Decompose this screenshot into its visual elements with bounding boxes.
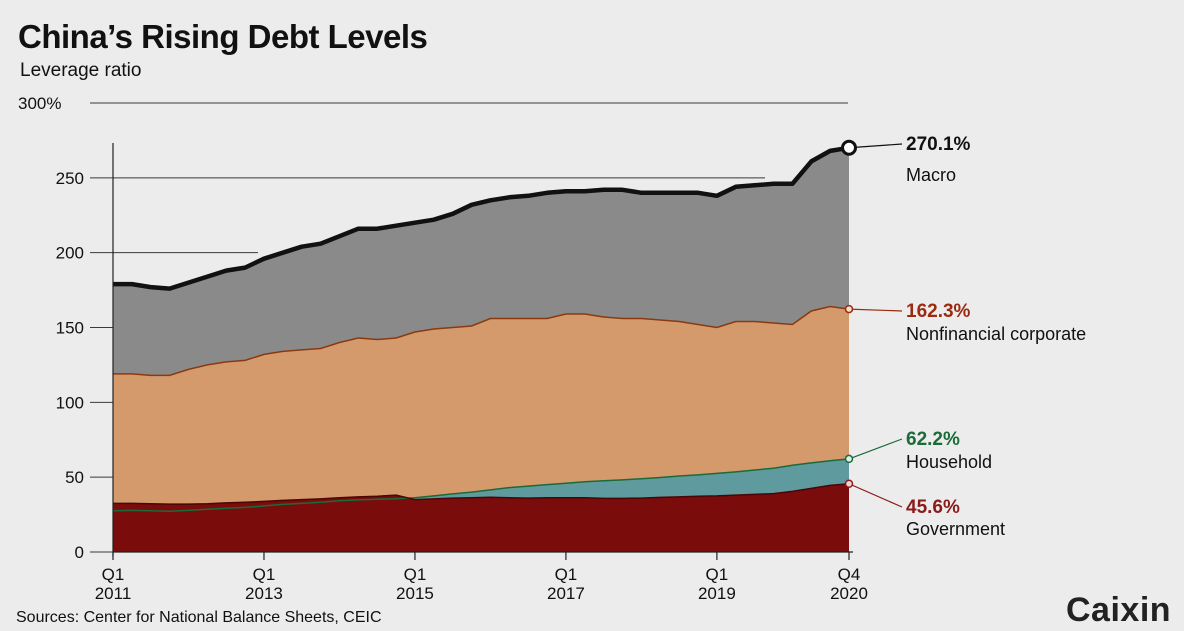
macro-line (113, 145, 850, 291)
chart-subtitle: Leverage ratio (20, 60, 142, 81)
x-tick-year-24: 2017 (547, 584, 585, 603)
government-end-marker (844, 479, 854, 489)
corporate-end-marker (844, 304, 854, 314)
household-end-marker (844, 454, 854, 464)
y-tick-label-150: 150 (56, 319, 84, 338)
x-tick-quarter-24: Q1 (555, 565, 578, 584)
y-tick-label-50: 50 (65, 468, 84, 487)
x-tick-year-0: 2011 (95, 584, 132, 603)
household-series-label: Household (906, 452, 992, 472)
household-line (112, 458, 850, 513)
government-value-label: 45.6% (906, 497, 960, 518)
macro-value-label: 270.1% (906, 134, 971, 155)
end-annotations: 270.1% Macro 162.3%Nonfinancial corporate 6… (841, 134, 1086, 539)
x-tick-year-16: 2015 (396, 584, 434, 603)
government-leader-line (848, 483, 903, 508)
corporate-line (113, 305, 850, 377)
caixin-logo: Caixin (1066, 591, 1172, 629)
axes: 050100150200250300%Q12011Q12013Q12015Q12… (18, 94, 868, 603)
chart-title: China’s Rising Debt Levels (18, 18, 428, 55)
y-tick-label-0: 0 (75, 543, 84, 562)
household-leader-line (848, 438, 903, 460)
y-tick-label-100: 100 (56, 393, 84, 412)
y-tick-label-200: 200 (56, 244, 84, 263)
x-tick-year-8: 2013 (245, 584, 283, 603)
corporate-series-label: Nonfinancial corporate (906, 324, 1086, 344)
corporate-value-label: 162.3% (906, 301, 971, 322)
x-tick-year-39: 2020 (830, 584, 868, 603)
x-tick-year-32: 2019 (698, 584, 736, 603)
y-tick-label-250: 250 (56, 169, 84, 188)
macro-leader-line (848, 143, 903, 149)
government-series-label: Government (906, 519, 1005, 539)
x-tick-quarter-16: Q1 (404, 565, 427, 584)
gridlines (90, 102, 848, 553)
government-line (113, 483, 850, 505)
corporate-leader-line (848, 308, 903, 312)
x-tick-quarter-8: Q1 (253, 565, 276, 584)
source-note: Sources: Center for National Balance She… (16, 609, 382, 626)
x-tick-quarter-0: Q1 (102, 565, 125, 584)
government-area (113, 483, 849, 552)
x-tick-quarter-39: Q4 (838, 565, 861, 584)
x-tick-quarter-32: Q1 (706, 565, 729, 584)
y-tick-label-300: 300% (18, 94, 61, 113)
macro-end-marker (841, 139, 857, 156)
macro-series-label: Macro (906, 165, 956, 185)
series-lines (112, 145, 850, 513)
household-value-label: 62.2% (906, 429, 960, 450)
